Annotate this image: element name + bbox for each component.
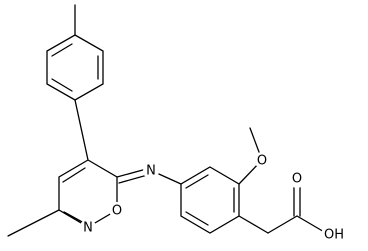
bond xyxy=(7,209,60,237)
bond xyxy=(63,211,85,224)
bond xyxy=(185,174,209,189)
atom-label: O xyxy=(257,154,267,169)
bond xyxy=(62,167,86,183)
atom-label: O xyxy=(112,204,122,219)
atom-label: O xyxy=(292,172,302,187)
atom-label: OH xyxy=(324,228,344,243)
bond xyxy=(238,215,269,234)
bond xyxy=(267,215,298,234)
bond xyxy=(296,215,327,234)
bond xyxy=(185,211,209,226)
atom-labels: N N O O O OH xyxy=(80,152,346,243)
atom-label: N xyxy=(146,164,156,179)
ring xyxy=(46,34,104,101)
bond xyxy=(51,78,73,92)
ring xyxy=(58,159,118,228)
ring xyxy=(180,166,240,234)
bond xyxy=(74,99,89,161)
bond xyxy=(51,43,73,57)
bonds xyxy=(7,4,327,237)
atom-label: N xyxy=(83,221,93,236)
